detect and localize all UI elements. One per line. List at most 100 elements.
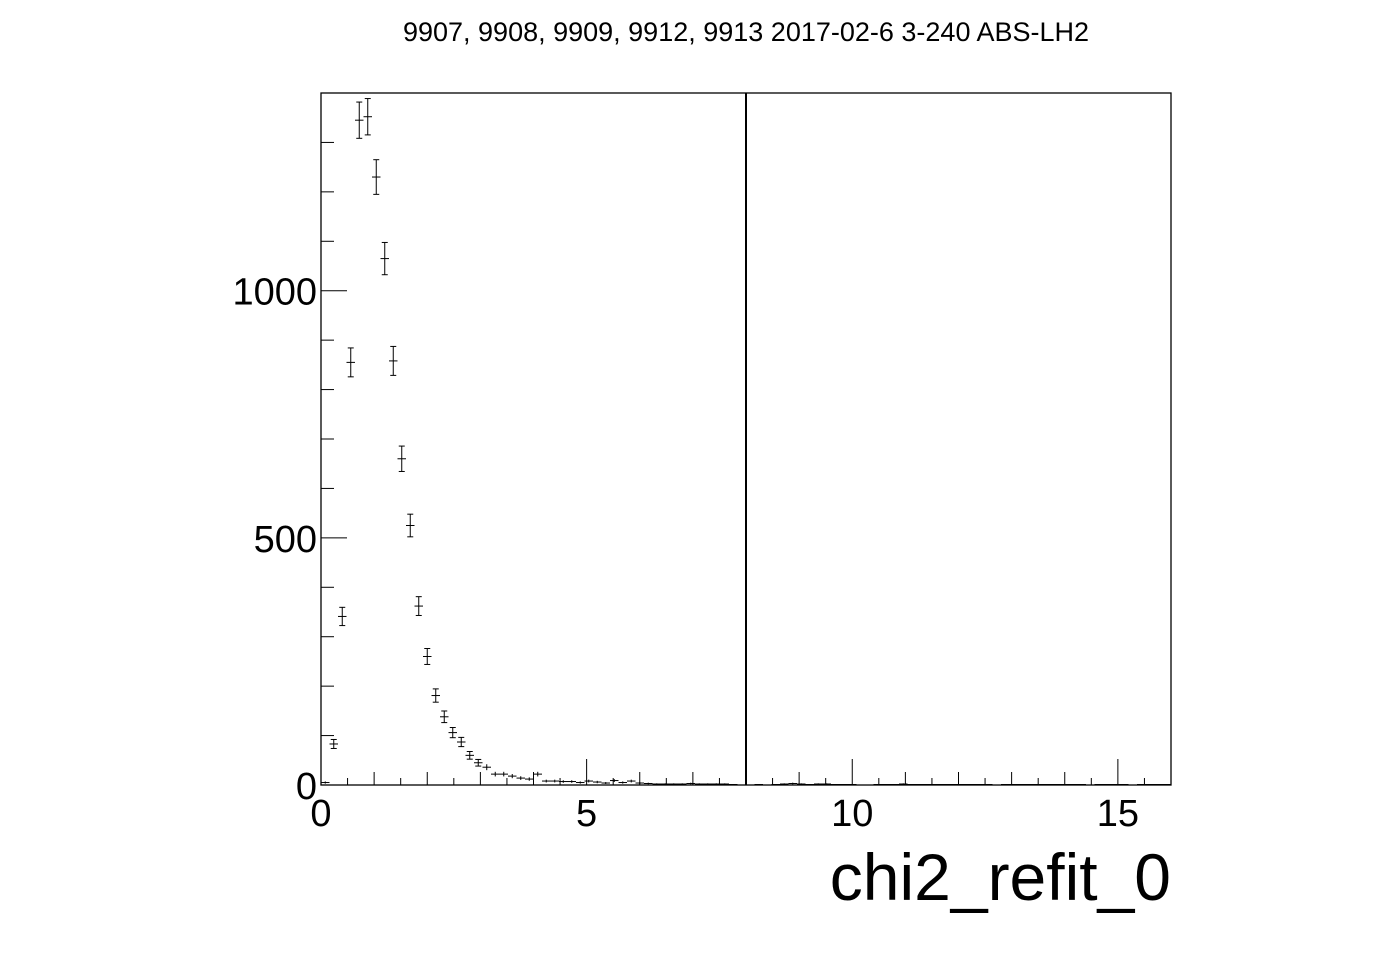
data-point [363, 98, 372, 136]
data-points [321, 98, 1171, 786]
data-point [1069, 784, 1078, 786]
data-point [559, 780, 568, 783]
data-point [1060, 784, 1069, 786]
data-point [695, 783, 704, 785]
x-tick-label: 5 [576, 793, 597, 835]
data-point [720, 783, 729, 785]
data-point [661, 783, 670, 785]
data-point [729, 784, 738, 786]
data-point [389, 345, 398, 376]
data-point [967, 784, 976, 786]
data-point [873, 784, 882, 786]
data-point [958, 784, 967, 786]
data-point [482, 764, 491, 771]
data-point [635, 782, 644, 785]
data-point [1154, 784, 1163, 786]
data-point [805, 784, 814, 786]
data-point [950, 784, 959, 786]
x-axis-title: chi2_refit_0 [830, 840, 1171, 914]
data-point [1052, 784, 1061, 786]
data-point [423, 648, 432, 665]
data-point [780, 783, 789, 785]
data-point [321, 781, 330, 784]
data-point [533, 771, 542, 777]
data-point [975, 784, 984, 786]
data-point [474, 758, 483, 767]
data-point [440, 710, 449, 724]
data-point [397, 445, 406, 472]
data-point [907, 784, 916, 786]
y-axis-ticks [321, 92, 347, 786]
data-point [627, 779, 636, 783]
data-point [1009, 784, 1018, 786]
data-point [822, 783, 831, 785]
data-point [703, 783, 712, 785]
data-point [542, 779, 551, 783]
data-point [406, 513, 415, 538]
data-point [1043, 784, 1052, 786]
data-point [1137, 784, 1146, 786]
data-point [771, 784, 780, 786]
data-point [1001, 784, 1010, 786]
data-point [1094, 784, 1103, 786]
data-point [1111, 784, 1120, 786]
chart-title: 9907, 9908, 9909, 9912, 9913 2017-02-6 3… [403, 17, 1089, 47]
data-point [754, 784, 763, 786]
x-tick-label: 10 [831, 793, 873, 835]
data-point [839, 784, 848, 786]
data-point [644, 782, 653, 785]
data-point [414, 596, 423, 616]
data-point [890, 784, 899, 786]
data-point [1103, 784, 1112, 786]
data-point [933, 784, 942, 786]
data-point [831, 784, 840, 786]
data-point [457, 736, 466, 748]
data-point [678, 783, 687, 785]
data-point [814, 783, 823, 785]
data-point [788, 782, 797, 785]
data-point [941, 784, 950, 786]
data-point [601, 782, 610, 785]
data-point [380, 241, 389, 276]
data-point [372, 159, 381, 195]
y-tick-label: 0 [296, 766, 317, 808]
data-point [346, 347, 355, 378]
data-point [1145, 784, 1154, 786]
data-point [567, 780, 576, 783]
y-tick-label: 1000 [232, 272, 317, 314]
data-point [916, 784, 925, 786]
data-point [508, 774, 517, 779]
data-point [1162, 784, 1171, 786]
data-point [525, 777, 534, 781]
x-tick-label: 15 [1097, 793, 1139, 835]
data-point [1018, 784, 1027, 786]
y-tick-label: 500 [254, 519, 317, 561]
data-point [618, 781, 627, 784]
data-point [550, 779, 559, 783]
data-point [329, 738, 338, 749]
data-point [1035, 784, 1044, 786]
data-point [686, 782, 695, 785]
data-point [899, 783, 908, 785]
data-point [984, 784, 993, 786]
data-point [797, 783, 806, 785]
data-point [593, 780, 602, 784]
data-point [448, 727, 457, 739]
data-point [584, 779, 593, 783]
data-point [848, 784, 857, 786]
data-point [516, 776, 525, 780]
data-point [576, 781, 585, 784]
data-point [1077, 784, 1086, 786]
data-point [491, 771, 500, 777]
data-point [355, 101, 364, 139]
y-axis-tick-labels: 0 500 1000 [232, 272, 317, 808]
x-axis-tick-labels: 0 5 10 15 [310, 793, 1139, 835]
data-point [882, 784, 891, 786]
data-point [669, 783, 678, 785]
data-point [465, 751, 474, 760]
data-point [712, 783, 721, 785]
data-point [499, 771, 508, 777]
data-point [338, 606, 347, 627]
data-point [431, 688, 440, 703]
data-point [924, 784, 933, 786]
